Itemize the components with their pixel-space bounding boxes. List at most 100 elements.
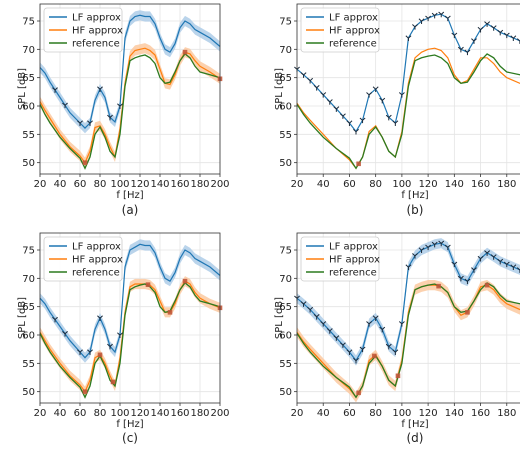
lf-sample-marker bbox=[503, 261, 510, 268]
lf-sample-marker bbox=[333, 335, 340, 341]
hf-sample-marker bbox=[182, 49, 188, 55]
lf-sample-marker bbox=[425, 244, 432, 251]
series-line-reference bbox=[296, 53, 520, 170]
lf-sample-marker bbox=[412, 24, 418, 30]
lf-sample-marker bbox=[503, 32, 510, 39]
x-tick-label: 120 bbox=[419, 408, 438, 419]
legend-entry: HF approx bbox=[72, 26, 123, 37]
lf-sample-marker bbox=[490, 254, 497, 260]
y-tick-label: 50 bbox=[22, 158, 35, 169]
x-tick-label: 20 bbox=[34, 408, 47, 419]
y-tick-label: 65 bbox=[279, 302, 292, 313]
lf-sample-marker bbox=[333, 106, 340, 112]
lf-sample-marker bbox=[307, 306, 314, 313]
hf-sample-marker bbox=[372, 353, 377, 359]
x-tick-label: 20 bbox=[291, 408, 304, 419]
legend-entry: reference bbox=[72, 39, 120, 50]
lf-sample-marker bbox=[418, 18, 425, 24]
y-tick-label: 65 bbox=[22, 302, 35, 313]
series-line-reference bbox=[39, 52, 221, 170]
x-tick-label: 80 bbox=[369, 408, 382, 419]
lf-sample-marker bbox=[379, 326, 386, 333]
lf-sample-marker bbox=[451, 261, 458, 268]
x-tick-label: 100 bbox=[110, 408, 129, 419]
lf-sample-marker bbox=[385, 343, 392, 350]
lf-sample-marker bbox=[313, 85, 320, 91]
y-tick-label: 55 bbox=[279, 359, 292, 370]
axes-frame bbox=[296, 232, 520, 404]
lf-sample-marker bbox=[107, 114, 113, 121]
lf-sample-marker bbox=[392, 120, 399, 126]
panel-caption: (d) bbox=[407, 431, 424, 445]
legend: LF approx HF approx reference bbox=[43, 236, 123, 282]
lf-sample-marker bbox=[464, 49, 471, 56]
lf-sample-marker bbox=[431, 12, 438, 19]
lf-sample-marker bbox=[464, 278, 471, 285]
legend: LF approx HF approx reference bbox=[300, 236, 380, 282]
band-lf-approx bbox=[40, 239, 220, 363]
band-lf-approx bbox=[297, 238, 520, 366]
x-axis-label: f [Hz] bbox=[401, 419, 428, 430]
y-tick-label: 55 bbox=[22, 130, 35, 141]
band-hf-approx bbox=[297, 280, 520, 403]
legend-entry: reference bbox=[329, 39, 377, 50]
x-tick-label: 140 bbox=[445, 179, 464, 190]
band-lf-approx bbox=[40, 10, 220, 134]
y-tick-label: 75 bbox=[22, 246, 35, 257]
hf-sample-marker bbox=[356, 390, 361, 396]
lf-sample-marker bbox=[444, 15, 451, 22]
hf-sample-marker bbox=[145, 282, 151, 287]
panel-a: 20 40 60 80 100 120 140 160 180 200 50 55 60 65 70 75 f … bbox=[17, 3, 230, 217]
x-tick-label: 180 bbox=[190, 179, 209, 190]
series-line-reference bbox=[296, 282, 520, 399]
x-tick-label: 40 bbox=[317, 179, 330, 190]
hf-sample-marker bbox=[484, 282, 490, 288]
lf-sample-marker bbox=[457, 46, 464, 53]
band-hf-approx bbox=[40, 276, 220, 397]
y-tick-label: 60 bbox=[279, 331, 292, 342]
hf-sample-marker bbox=[82, 160, 88, 165]
axes-frame bbox=[39, 232, 221, 404]
legend-box bbox=[43, 236, 123, 282]
lf-sample-marker bbox=[87, 120, 93, 126]
lf-sample-marker bbox=[326, 328, 333, 334]
lf-sample-marker bbox=[405, 264, 412, 270]
x-tick-label: 160 bbox=[170, 408, 189, 419]
y-tick-label: 65 bbox=[22, 73, 35, 84]
panel-caption: (b) bbox=[407, 203, 424, 217]
x-axis-label: f [Hz] bbox=[116, 419, 143, 430]
x-tick-label: 160 bbox=[471, 408, 490, 419]
y-axis-label: SPL [dB] bbox=[17, 297, 28, 339]
legend-box bbox=[300, 7, 380, 53]
x-tick-label: 180 bbox=[497, 179, 516, 190]
lf-sample-marker bbox=[497, 258, 504, 265]
lf-sample-marker bbox=[117, 332, 123, 338]
hf-sample-marker bbox=[167, 310, 173, 315]
y-tick-label: 50 bbox=[279, 387, 292, 398]
y-tick-label: 70 bbox=[279, 274, 292, 285]
lf-sample-marker bbox=[490, 25, 497, 31]
panel-d: 20406080100120140160180200505560657075f … bbox=[274, 232, 520, 445]
x-axis-label: f [Hz] bbox=[116, 190, 143, 201]
legend-entry: LF approx bbox=[329, 13, 378, 24]
lf-sample-marker bbox=[438, 240, 445, 247]
x-tick-label: 60 bbox=[343, 408, 356, 419]
lf-sample-marker bbox=[385, 114, 392, 121]
y-tick-label: 75 bbox=[279, 246, 292, 257]
lf-sample-marker bbox=[412, 253, 418, 259]
x-tick-label: 80 bbox=[369, 179, 382, 190]
lf-sample-marker bbox=[510, 35, 517, 41]
lf-sample-marker bbox=[471, 38, 477, 44]
lf-sample-marker bbox=[300, 72, 307, 78]
series-line-reference bbox=[39, 281, 221, 399]
lf-sample-marker bbox=[320, 321, 327, 327]
y-tick-label: 65 bbox=[279, 73, 292, 84]
legend-entry: LF approx bbox=[329, 242, 378, 253]
lf-sample-marker bbox=[52, 316, 58, 323]
lf-sample-marker bbox=[418, 247, 425, 253]
x-tick-label: 40 bbox=[54, 179, 67, 190]
lf-sample-marker bbox=[62, 331, 68, 337]
legend-box bbox=[43, 7, 123, 53]
y-tick-label: 75 bbox=[279, 17, 292, 28]
x-tick-label: 120 bbox=[130, 408, 149, 419]
